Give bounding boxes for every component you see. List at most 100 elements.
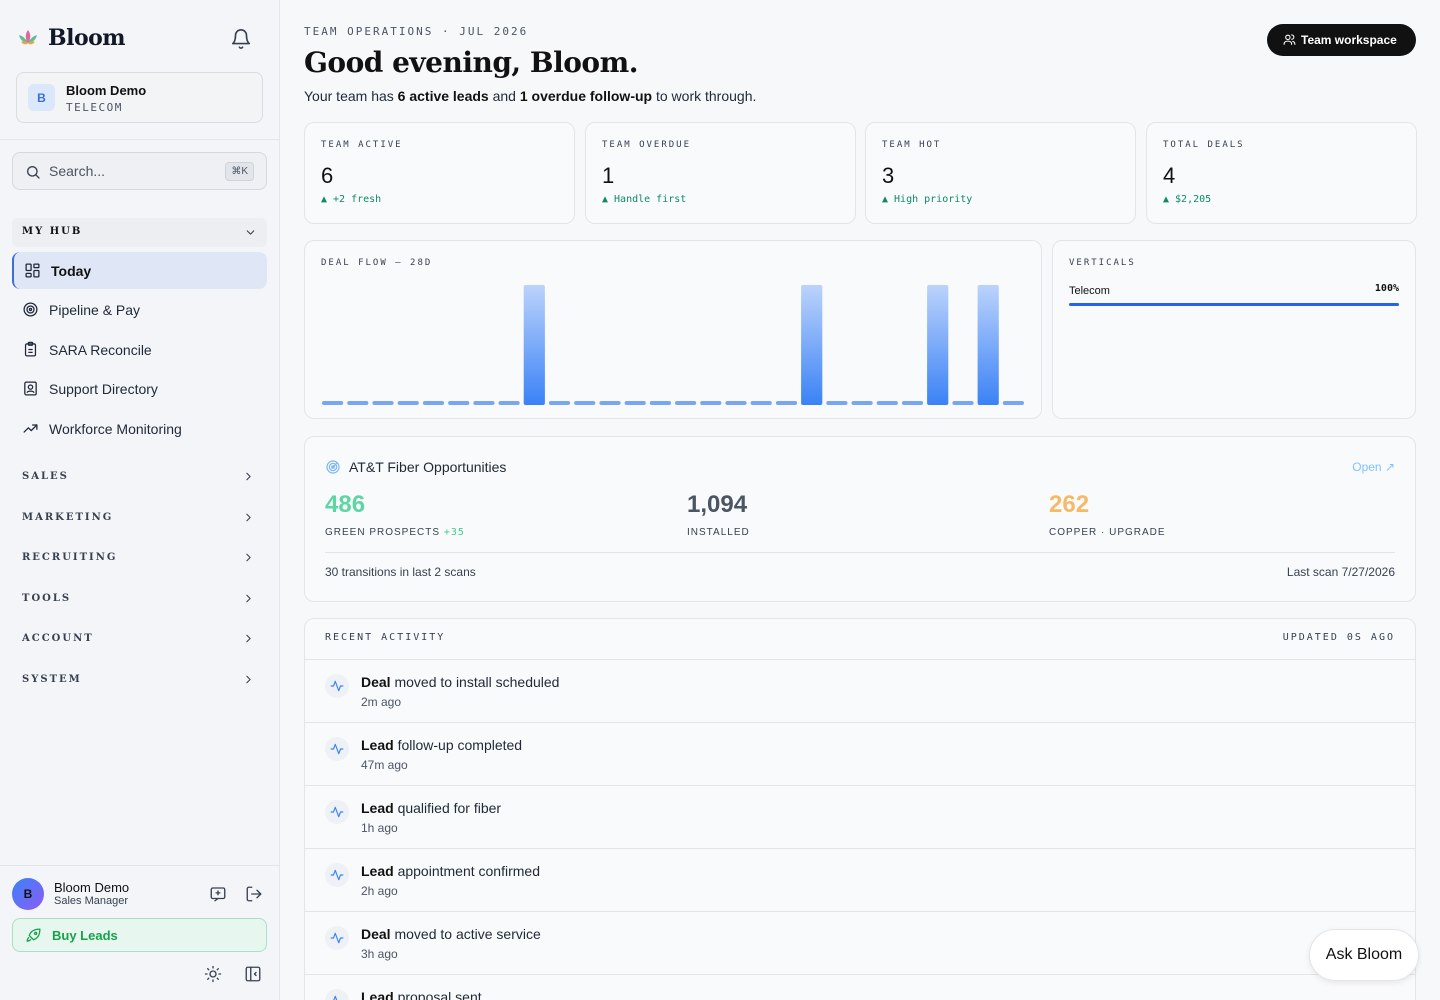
deal-flow-bar xyxy=(801,285,823,405)
sidebar-item-label: Support Directory xyxy=(49,380,158,397)
deal-flow-bar xyxy=(397,401,419,405)
search-input[interactable] xyxy=(49,161,219,181)
sidebar-item-sara-reconcile[interactable]: SARA Reconcile xyxy=(12,331,267,368)
team-workspace-button[interactable]: Team workspace xyxy=(1267,24,1416,56)
sidebar-item-pipeline-pay[interactable]: Pipeline & Pay xyxy=(12,291,267,328)
activity-pulse-icon xyxy=(325,800,349,824)
deal-flow-title: DEAL FLOW — 28D xyxy=(321,258,433,268)
chevron-right-icon xyxy=(246,553,251,562)
installed-label: INSTALLED xyxy=(687,527,750,538)
search-box[interactable]: ⌘K xyxy=(12,152,267,190)
sidebar-item-today[interactable]: Today xyxy=(12,252,267,289)
activity-subject: Deal xyxy=(361,674,391,690)
stat-label: TEAM ACTIVE xyxy=(321,140,403,150)
summary-text: and xyxy=(488,88,520,104)
stat-delta: ▲ +2 fresh xyxy=(321,194,382,205)
target-icon xyxy=(23,302,38,317)
verticals-panel: VERTICALS Telecom 100% xyxy=(1052,240,1416,419)
rocket-icon xyxy=(26,928,41,942)
trending-up-icon xyxy=(23,424,38,433)
vertical-bar-fill xyxy=(1069,303,1399,306)
recent-activity-title: RECENT ACTIVITY xyxy=(325,632,446,643)
workspace-name: Bloom Demo xyxy=(66,83,147,98)
stat-card-team-active[interactable]: TEAM ACTIVE 6 ▲ +2 fresh xyxy=(304,122,575,224)
collapse-sidebar-icon[interactable] xyxy=(244,965,262,983)
stat-label: TOTAL DEALS xyxy=(1163,140,1245,150)
activity-time: 1h ago xyxy=(361,821,398,835)
clipboard-icon xyxy=(24,341,37,357)
deal-flow-bar xyxy=(498,401,520,405)
deal-flow-bar xyxy=(322,401,344,405)
section-recruiting[interactable]: RECRUITING xyxy=(12,544,267,572)
deal-flow-bar xyxy=(876,401,898,405)
sidebar-item-support-directory[interactable]: Support Directory xyxy=(12,370,267,407)
activity-row[interactable]: Lead follow-up completed 47m ago xyxy=(305,722,1415,785)
section-marketing[interactable]: MARKETING xyxy=(12,504,267,532)
activity-row[interactable]: Lead qualified for fiber 1h ago xyxy=(305,785,1415,848)
att-open-link[interactable]: Open ↗ xyxy=(1352,460,1395,474)
summary-active-leads: 6 active leads xyxy=(397,88,489,104)
activity-title: Deal moved to active service xyxy=(361,926,541,942)
activity-subject: Deal xyxy=(361,926,391,942)
deal-flow-bar xyxy=(977,285,999,405)
deal-flow-bar xyxy=(901,401,924,405)
ask-bloom-button[interactable]: Ask Bloom xyxy=(1309,929,1419,981)
stat-value: 3 xyxy=(882,163,895,188)
sun-icon[interactable] xyxy=(204,965,222,983)
summary-text: Your team has xyxy=(304,88,398,104)
buy-leads-button[interactable]: Buy Leads xyxy=(12,918,267,952)
activity-row[interactable]: Lead appointment confirmed 2h ago xyxy=(305,848,1415,911)
hub-section-toggle[interactable]: MY HUB xyxy=(12,218,267,247)
dashboard-icon xyxy=(25,263,40,278)
vertical-name: Telecom xyxy=(1069,285,1110,297)
deal-flow-bar xyxy=(347,401,369,405)
user-avatar[interactable]: B xyxy=(12,878,44,910)
activity-subject: Lead xyxy=(361,800,394,816)
att-fiber-title: AT&T Fiber Opportunities xyxy=(349,459,507,475)
sidebar-item-label: SARA Reconcile xyxy=(49,341,152,358)
activity-row[interactable]: Deal moved to active service 3h ago xyxy=(305,911,1415,974)
section-account[interactable]: ACCOUNT xyxy=(12,625,267,653)
recent-activity-panel: RECENT ACTIVITY UPDATED 0S AGO Deal move… xyxy=(304,618,1416,1000)
workspace-industry: TELECOM xyxy=(66,101,123,114)
page-summary: Your team has 6 active leads and 1 overd… xyxy=(304,88,756,104)
sidebar-item-workforce-monitoring[interactable]: Workforce Monitoring xyxy=(12,410,267,447)
section-tools[interactable]: TOOLS xyxy=(12,585,267,613)
bell-icon[interactable] xyxy=(230,28,252,50)
stat-card-total-deals[interactable]: TOTAL DEALS 4 ▲ $2,205 xyxy=(1146,122,1417,224)
workspace-avatar: B xyxy=(28,84,55,111)
last-scan: Last scan 7/27/2026 xyxy=(1286,565,1395,579)
chevron-right-icon xyxy=(246,675,251,684)
stat-delta: ▲ High priority xyxy=(882,194,973,205)
feedback-icon[interactable] xyxy=(209,885,227,903)
activity-row[interactable]: Lead proposal sent xyxy=(305,974,1415,1000)
activity-pulse-icon xyxy=(325,737,349,761)
users-icon xyxy=(1283,34,1296,45)
activity-title: Lead follow-up completed xyxy=(361,737,522,753)
deal-flow-bar xyxy=(725,401,747,405)
activity-text: moved to install scheduled xyxy=(390,674,560,690)
activity-text: moved to active service xyxy=(390,926,541,942)
brand-name: Bloom xyxy=(48,25,126,51)
stat-card-team-overdue[interactable]: TEAM OVERDUE 1 ▲ Handle first xyxy=(585,122,856,224)
workspace-switcher[interactable]: B Bloom Demo TELECOM xyxy=(16,72,263,123)
section-system[interactable]: SYSTEM xyxy=(12,666,267,694)
activity-row[interactable]: Deal moved to install scheduled 2m ago xyxy=(305,659,1415,722)
deal-flow-bar xyxy=(624,401,646,405)
deal-flow-panel: DEAL FLOW — 28D xyxy=(304,240,1042,419)
recent-activity-updated: UPDATED 0S AGO xyxy=(1282,632,1395,643)
stat-delta: ▲ Handle first xyxy=(602,194,687,205)
chevron-right-icon xyxy=(246,594,251,603)
user-role: Sales Manager xyxy=(54,895,128,907)
activity-subject: Lead xyxy=(361,989,394,1000)
buy-leads-label: Buy Leads xyxy=(52,928,118,943)
logout-icon[interactable] xyxy=(245,885,263,903)
section-sales[interactable]: SALES xyxy=(12,463,267,491)
att-fiber-panel: AT&T Fiber Opportunities Open ↗ 486 GREE… xyxy=(304,436,1416,602)
deal-flow-bar xyxy=(775,401,798,405)
activity-pulse-icon xyxy=(325,863,349,887)
stat-card-team-hot[interactable]: TEAM HOT 3 ▲ High priority xyxy=(865,122,1136,224)
sidebar-item-label: Pipeline & Pay xyxy=(49,301,141,318)
chevron-right-icon xyxy=(246,513,251,522)
brand[interactable]: Bloom xyxy=(16,22,126,54)
